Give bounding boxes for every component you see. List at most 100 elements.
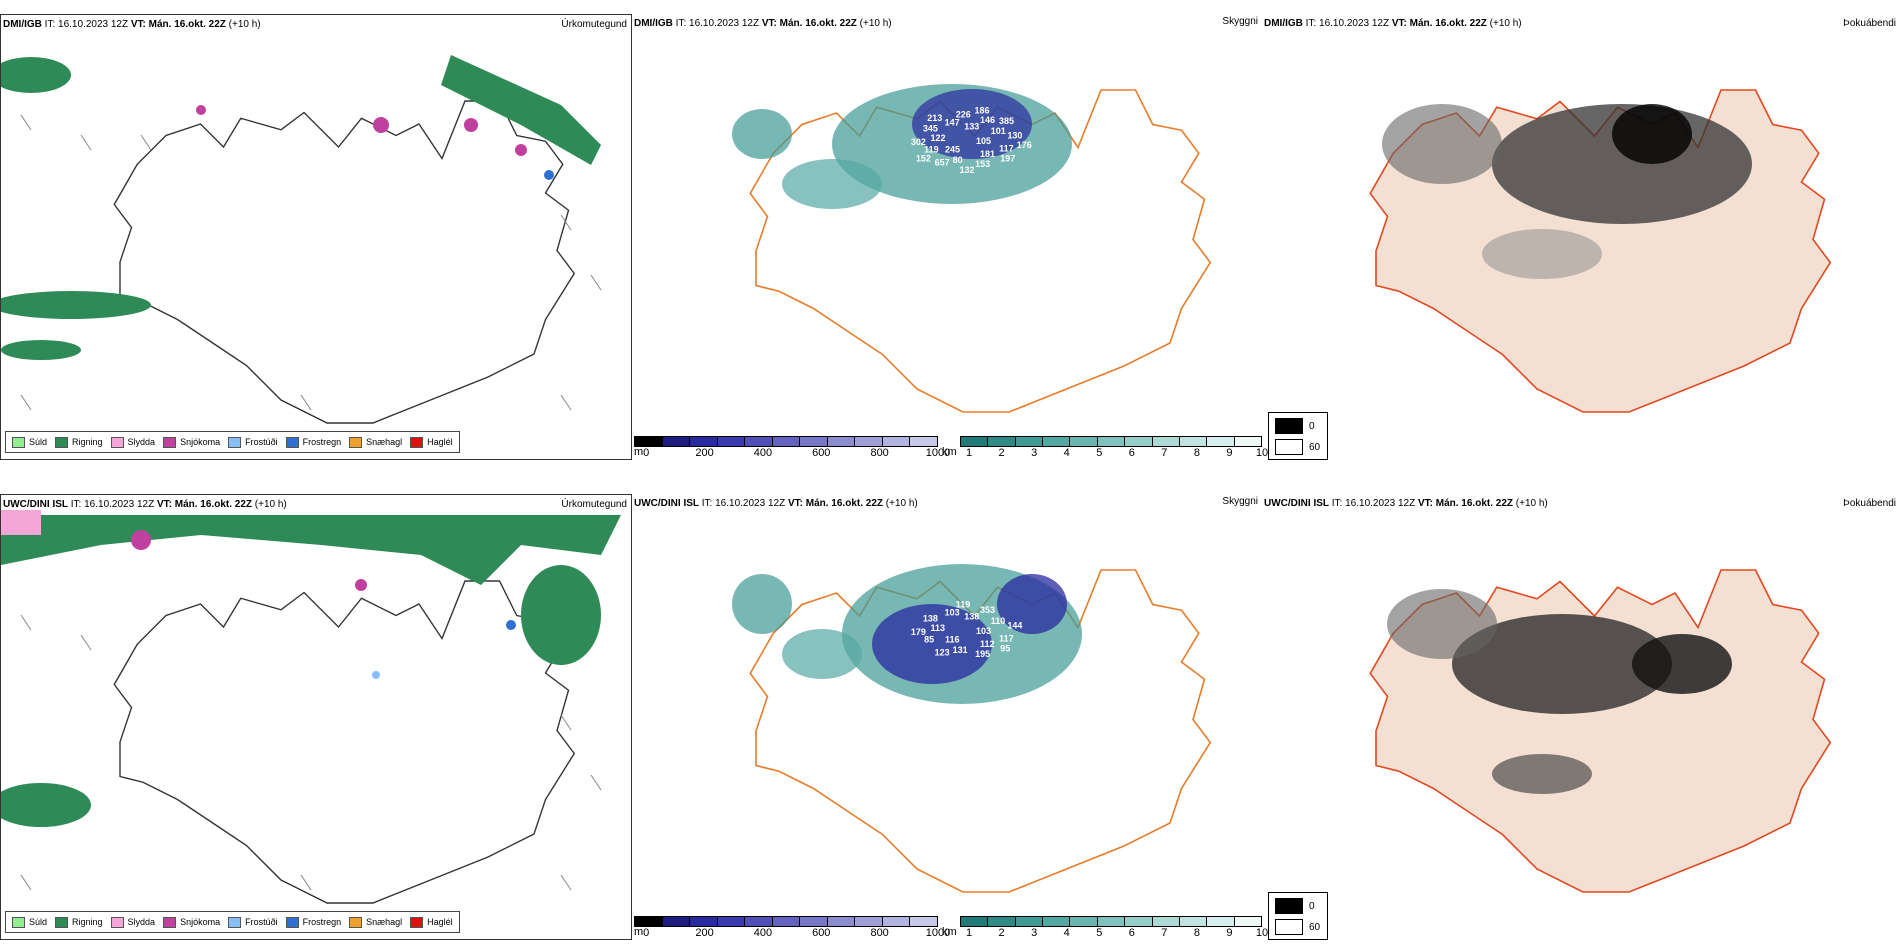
scale-step [690,437,718,446]
precip-type-panel-2: UWC/DINI ISL IT: 16.10.2023 12Z VT: Mán.… [0,494,632,940]
scale-step [745,917,773,926]
scale-step [800,437,828,446]
visibility-value: 147 [945,118,960,128]
freezing-drizzle-area [372,671,380,679]
visibility-value: 105 [976,136,991,146]
visibility-value: 103 [945,608,960,618]
scale-tick-label: 4 [1063,927,1070,939]
scale-step [827,917,856,926]
snow-area [355,579,367,591]
visibility-value: 385 [999,116,1014,126]
scale-step [1207,917,1235,926]
scale-step [1234,437,1261,446]
scale-tick-label: 7 [1161,447,1168,459]
panel-title: Þokuábendi [1843,498,1896,509]
visibility-value: 80 [953,155,963,165]
visibility-value: 353 [980,605,995,615]
scale-step [1179,917,1208,926]
vis-scale-bar [634,436,938,447]
scale-step [1015,437,1044,446]
scale-tick-label: 1 [965,927,973,939]
vis-area [782,629,862,679]
panel-header: DMI/IGB IT: 16.10.2023 12Z VT: Mán. 16.o… [3,19,261,30]
panel-title: Úrkomutegund [561,499,627,510]
scale-unit: km [942,926,957,938]
panel-header: UWC/DINI ISL IT: 16.10.2023 12Z VT: Mán.… [3,499,287,510]
scale-step [988,437,1016,446]
visibility-value: 181 [980,149,995,159]
scale-tick-label: 4 [1063,447,1070,459]
vis-area [997,574,1067,634]
visibility-map: 103 116 138 112 113 110 131 103 117 85 353 195 138 14… [732,564,1212,893]
legend-swatch [55,436,69,448]
panel-header: UWC/DINI ISL IT: 16.10.2023 12Z VT: Mán.… [1264,498,1548,509]
panel-header: DMI/IGB IT: 16.10.2023 12Z VT: Mán. 16.o… [1264,18,1522,29]
scale-tick-label: 7 [1161,927,1168,939]
scale-step [800,917,828,926]
vis-area [782,159,882,209]
legend-swatch [163,916,177,928]
scale-step [635,917,663,926]
scale-tick-label: 9 [1226,927,1233,939]
visibility-panel-2: UWC/DINI ISL IT: 16.10.2023 12Z VT: Mán.… [632,494,1262,940]
visibility-value: 110 [991,616,1006,626]
scale-step [1043,437,1071,446]
fog-panel-1: DMI/IGB IT: 16.10.2023 12Z VT: Mán. 16.o… [1262,14,1900,460]
fog-area [1387,589,1497,659]
vis-scale-km-1: 1 2 3 4 5 6 7 8 9 10 [960,436,1268,459]
visibility-value: 116 [945,635,960,645]
scale-step [717,437,746,446]
scale-tick-label: 0 [643,447,650,459]
precip-map [1,510,621,904]
panel-header: UWC/DINI ISL IT: 16.10.2023 12Z VT: Mán.… [634,498,918,509]
scale-step [961,917,989,926]
legend-swatch [163,436,177,448]
freezing-rain-area [506,620,516,630]
rain-area [521,565,601,665]
visibility-values: 105 245 133 181 122 101 80 147 117 119 146 153 345 13… [911,105,1032,175]
scale-step [772,437,801,446]
legend-swatch [410,436,424,448]
visibility-value: 122 [931,133,946,143]
sleet-area [1,510,41,535]
visibility-value: 146 [980,115,995,125]
panel-title: Úrkomutegund [561,19,627,30]
scale-tick-label: 1000 [925,447,951,459]
fog-area [1632,634,1732,694]
visibility-value: 153 [975,159,990,169]
visibility-value: 657 [935,158,950,168]
scale-unit: km [942,446,957,458]
scale-step [1070,917,1098,926]
visibility-value: 112 [980,639,995,649]
panel-header: DMI/IGB IT: 16.10.2023 12Z VT: Mán. 16.o… [634,18,892,29]
scale-step [1152,437,1180,446]
vis-scale-bar [960,916,1262,927]
vis-area [872,604,992,684]
legend-swatch [349,436,363,448]
freezing-rain-area [544,170,554,180]
visibility-value: 197 [1000,154,1015,164]
visibility-value: 213 [927,113,942,123]
scale-step [855,437,883,446]
fog-legend-1: 0 60 [1268,412,1328,460]
precip-type-panel-1: DMI/IGB IT: 16.10.2023 12Z VT: Mán. 16.o… [0,14,632,460]
visibility-value: 131 [953,645,968,655]
scale-step [1070,437,1098,446]
scale-tick-label: 8 [1193,447,1200,459]
legend-swatch [110,436,124,448]
legend-swatch [228,916,242,928]
scale-tick-label: 6 [1128,927,1135,939]
visibility-value: 245 [945,145,960,155]
visibility-value: 302 [911,137,926,147]
scale-tick-label: 3 [1031,927,1038,939]
visibility-value: 132 [960,165,975,175]
fog-area [1492,754,1592,794]
scale-tick-label: 200 [695,927,714,939]
scale-step [662,437,691,446]
scale-tick-label: 5 [1096,447,1103,459]
visibility-value: 152 [916,154,931,164]
scale-tick-label: 5 [1096,927,1103,939]
vis-scale-m-2: 0 200 400 600 800 1000 [634,916,950,939]
visibility-value: 138 [923,614,938,624]
scale-unit: m [634,446,644,458]
